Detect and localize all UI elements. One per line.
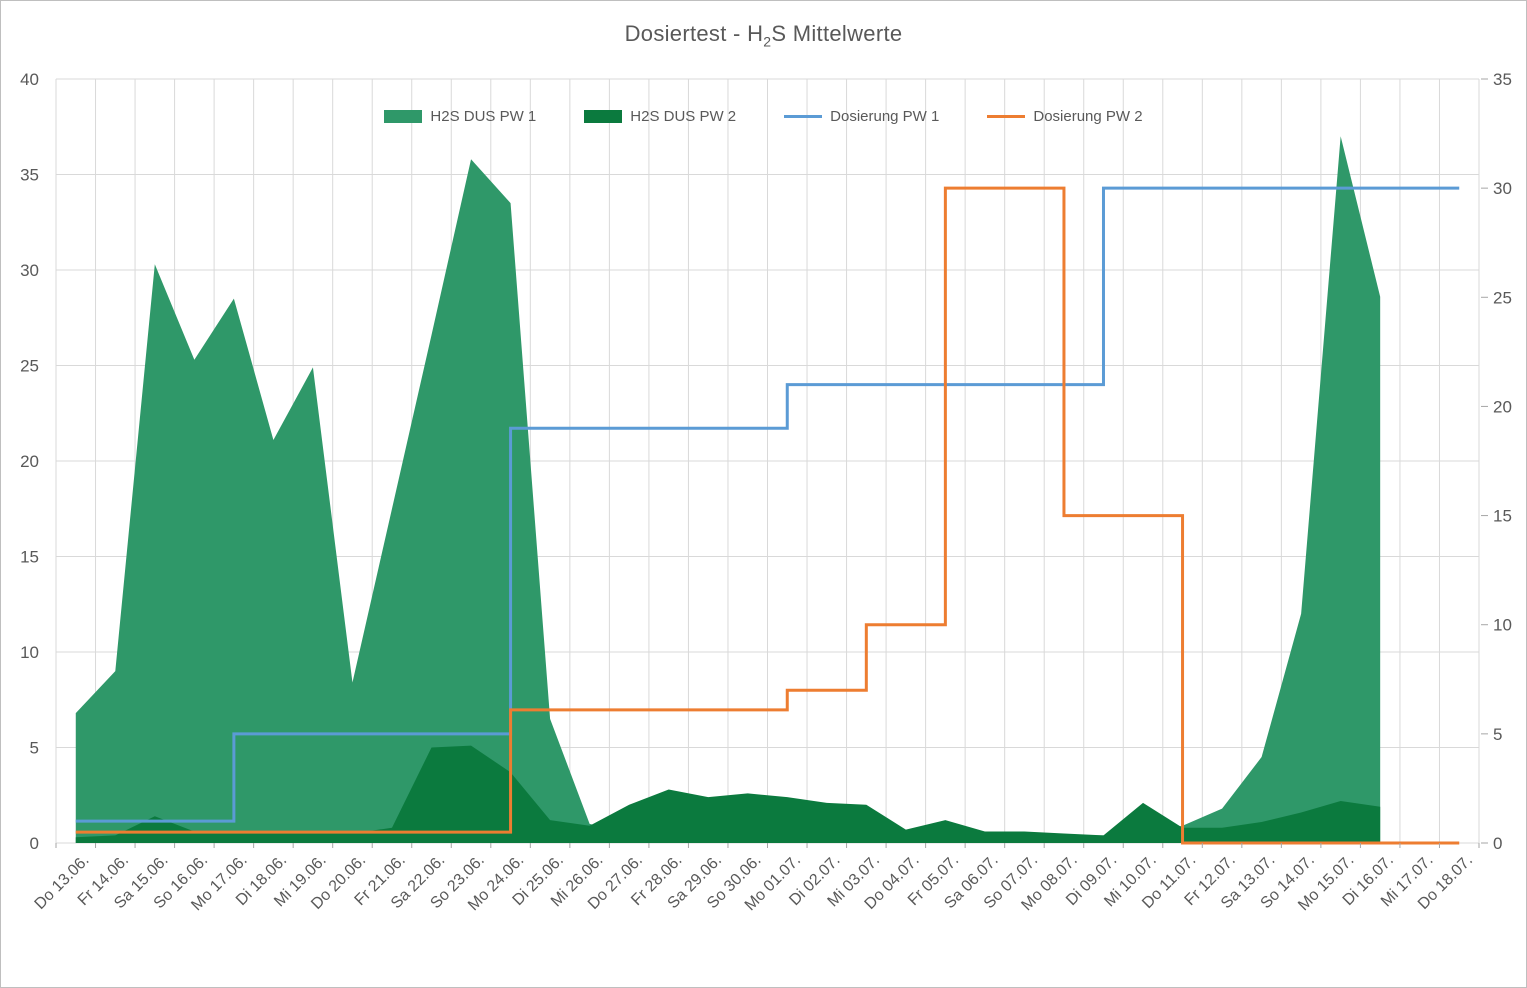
right-axis-labels: 0 5 10 15 20 25 30 35	[1493, 70, 1512, 853]
line-dosierung-pw-1	[75, 186, 1460, 823]
left-axis-label: 0	[30, 834, 39, 853]
line-dosierung-pw-2	[75, 186, 1460, 845]
right-axis-label: 35	[1493, 70, 1512, 89]
right-axis-label: 5	[1493, 725, 1502, 744]
right-axis-label: 0	[1493, 834, 1502, 853]
area-h2s-dus-pw-2	[75, 745, 1381, 843]
x-axis-labels: Do 13.06.Fr 14.06.Sa 15.06.So 16.06.Mo 1…	[32, 852, 1477, 914]
right-axis-label: 10	[1493, 616, 1512, 635]
right-axis-label: 20	[1493, 397, 1512, 416]
left-axis-label: 10	[20, 643, 39, 662]
left-axis-labels: 0 5 10 15 20 25 30 35 40	[20, 70, 39, 853]
left-axis-label: 20	[20, 452, 39, 471]
left-axis-label: 25	[20, 357, 39, 376]
chart-title-suffix: S Mittelwerte	[771, 21, 903, 46]
left-axis-label: 5	[30, 739, 39, 758]
axis-ticks	[55, 78, 1488, 848]
left-axis-label: 35	[20, 166, 39, 185]
right-axis-label: 30	[1493, 179, 1512, 198]
chart-title-subscript: 2	[763, 33, 772, 50]
left-axis-label: 15	[20, 548, 39, 567]
right-axis-label: 25	[1493, 288, 1512, 307]
left-axis-label: 40	[20, 70, 39, 89]
chart-title: Dosiertest - H2S Mittelwerte	[1, 21, 1526, 49]
left-axis-label: 30	[20, 261, 39, 280]
right-axis-label: 15	[1493, 507, 1512, 526]
area-h2s-dus-pw-1	[75, 136, 1381, 844]
chart-title-text: Dosiertest - H	[624, 21, 764, 46]
gridlines	[55, 78, 1480, 844]
